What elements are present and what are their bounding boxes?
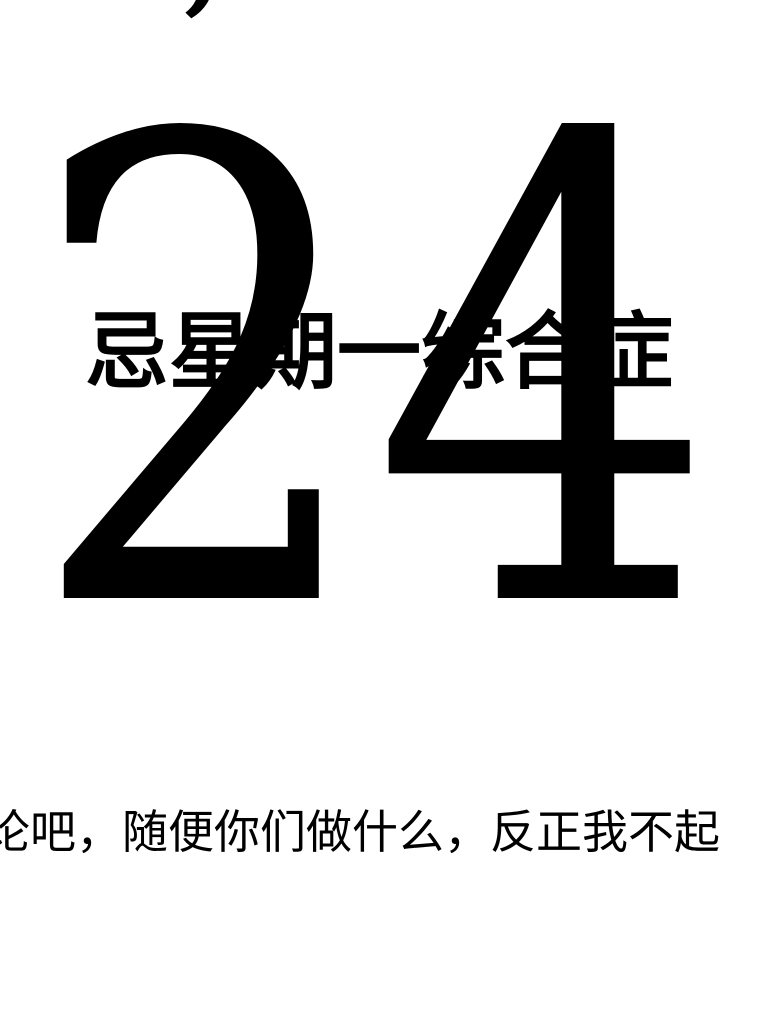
body-text-line: 论吧，随便你们做什么，反正我不起 (0, 802, 758, 862)
chapter-number: 24 (27, 4, 717, 640)
top-text-fragment: , (180, 0, 228, 22)
chapter-number-graphic: 24 (27, 4, 717, 640)
body-text: 论吧，随便你们做什么，反正我不起 (0, 805, 720, 859)
chapter-title: 忌星期一综合症 (84, 302, 673, 401)
